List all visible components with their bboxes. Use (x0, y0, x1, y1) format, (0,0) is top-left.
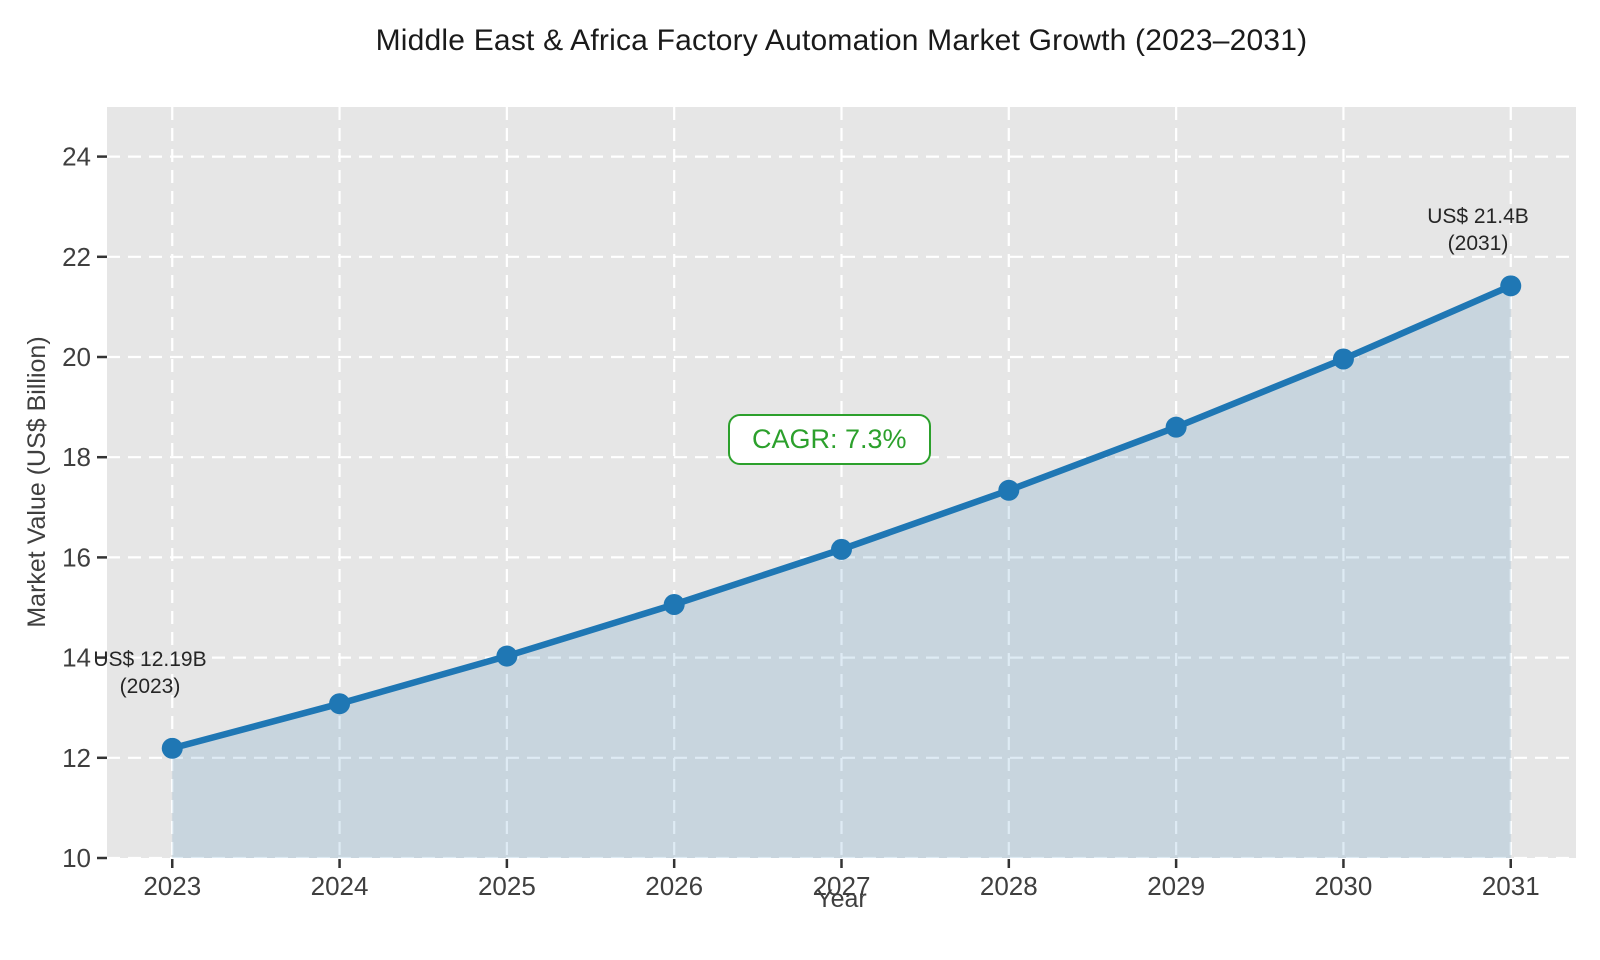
x-tick-label: 2029 (1147, 871, 1205, 901)
data-point-marker (663, 593, 685, 615)
data-point-marker (1165, 416, 1187, 438)
x-tick-label: 2031 (1482, 871, 1540, 901)
annotation-end-line1: US$ 21.4B (1427, 205, 1529, 228)
y-tick-label: 20 (62, 342, 91, 372)
data-point-marker (496, 645, 518, 667)
x-tick-label: 2023 (143, 871, 201, 901)
data-point-marker (1500, 275, 1522, 297)
y-tick-label: 10 (62, 843, 91, 873)
annotation-start-line1: US$ 12.19B (93, 648, 207, 671)
plot-background (107, 107, 1576, 858)
x-tick-label: 2030 (1315, 871, 1373, 901)
data-point-marker (161, 737, 183, 759)
annotation-start-value: US$ 12.19B (2023) (40, 646, 260, 700)
y-tick-label: 14 (62, 643, 91, 673)
annotation-end-line2: (2031) (1447, 232, 1509, 255)
y-tick-label: 16 (62, 542, 91, 572)
y-tick-label: 22 (62, 242, 91, 272)
y-axis-label: Market Value (US$ Billion) (23, 336, 51, 628)
cagr-badge: CAGR: 7.3% (728, 414, 931, 465)
x-tick-label: 2024 (311, 871, 369, 901)
y-tick-label: 24 (62, 142, 91, 172)
annotation-end-value: US$ 21.4B (2031) (1368, 203, 1588, 257)
chart-title: Middle East & Africa Factory Automation … (375, 24, 1308, 57)
x-axis-label: Year (816, 885, 867, 913)
y-tick-label: 12 (62, 743, 91, 773)
y-tick-label: 18 (62, 442, 91, 472)
data-point-marker (329, 693, 351, 715)
data-point-marker (1332, 348, 1354, 370)
x-tick-label: 2025 (478, 871, 536, 901)
x-tick-label: 2027 (813, 871, 871, 901)
x-tick-label: 2028 (980, 871, 1038, 901)
annotation-start-line2: (2023) (119, 675, 181, 698)
data-point-marker (831, 538, 852, 560)
x-tick-label: 2026 (645, 871, 703, 901)
data-point-marker (998, 479, 1020, 501)
